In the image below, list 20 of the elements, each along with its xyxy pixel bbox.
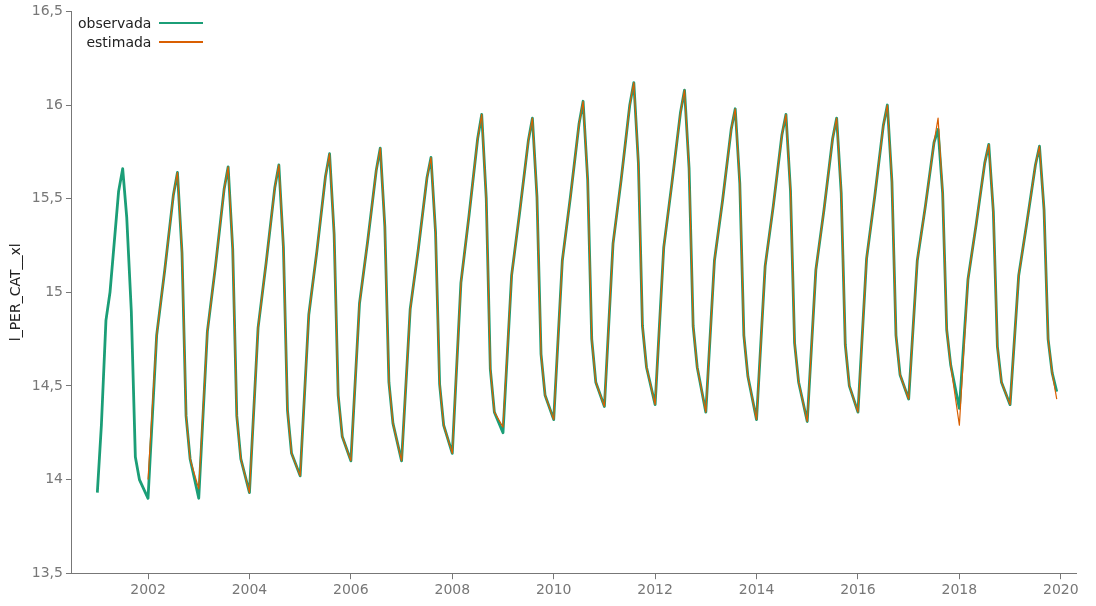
y-tick-label: 13,5 [31,563,63,580]
x-tick-label: 2010 [535,581,572,598]
y-tick-label: 15,5 [31,189,63,206]
y-tick-label: 16,5 [31,2,63,19]
x-tick-label: 2012 [637,581,673,598]
x-tick-label: 2020 [1042,581,1079,598]
y-axis-title: l_PER_CAT__xl [7,243,24,342]
x-tick-label: 2004 [231,581,268,598]
x-tick-label: 2016 [840,581,876,598]
x-tick-label: 2014 [738,581,775,598]
y-tick-label: 15 [45,282,63,299]
y-tick-label: 14,5 [31,376,63,393]
y-tick-label: 14 [45,470,64,487]
x-tick-label: 2008 [434,581,471,598]
x-tick-label: 2018 [941,581,978,598]
legend-label: observada [77,14,152,31]
legend-label: estimada [86,33,152,50]
x-tick-label: 2006 [333,581,369,598]
x-tick-label: 2002 [130,581,166,598]
y-tick-label: 16 [45,95,64,112]
